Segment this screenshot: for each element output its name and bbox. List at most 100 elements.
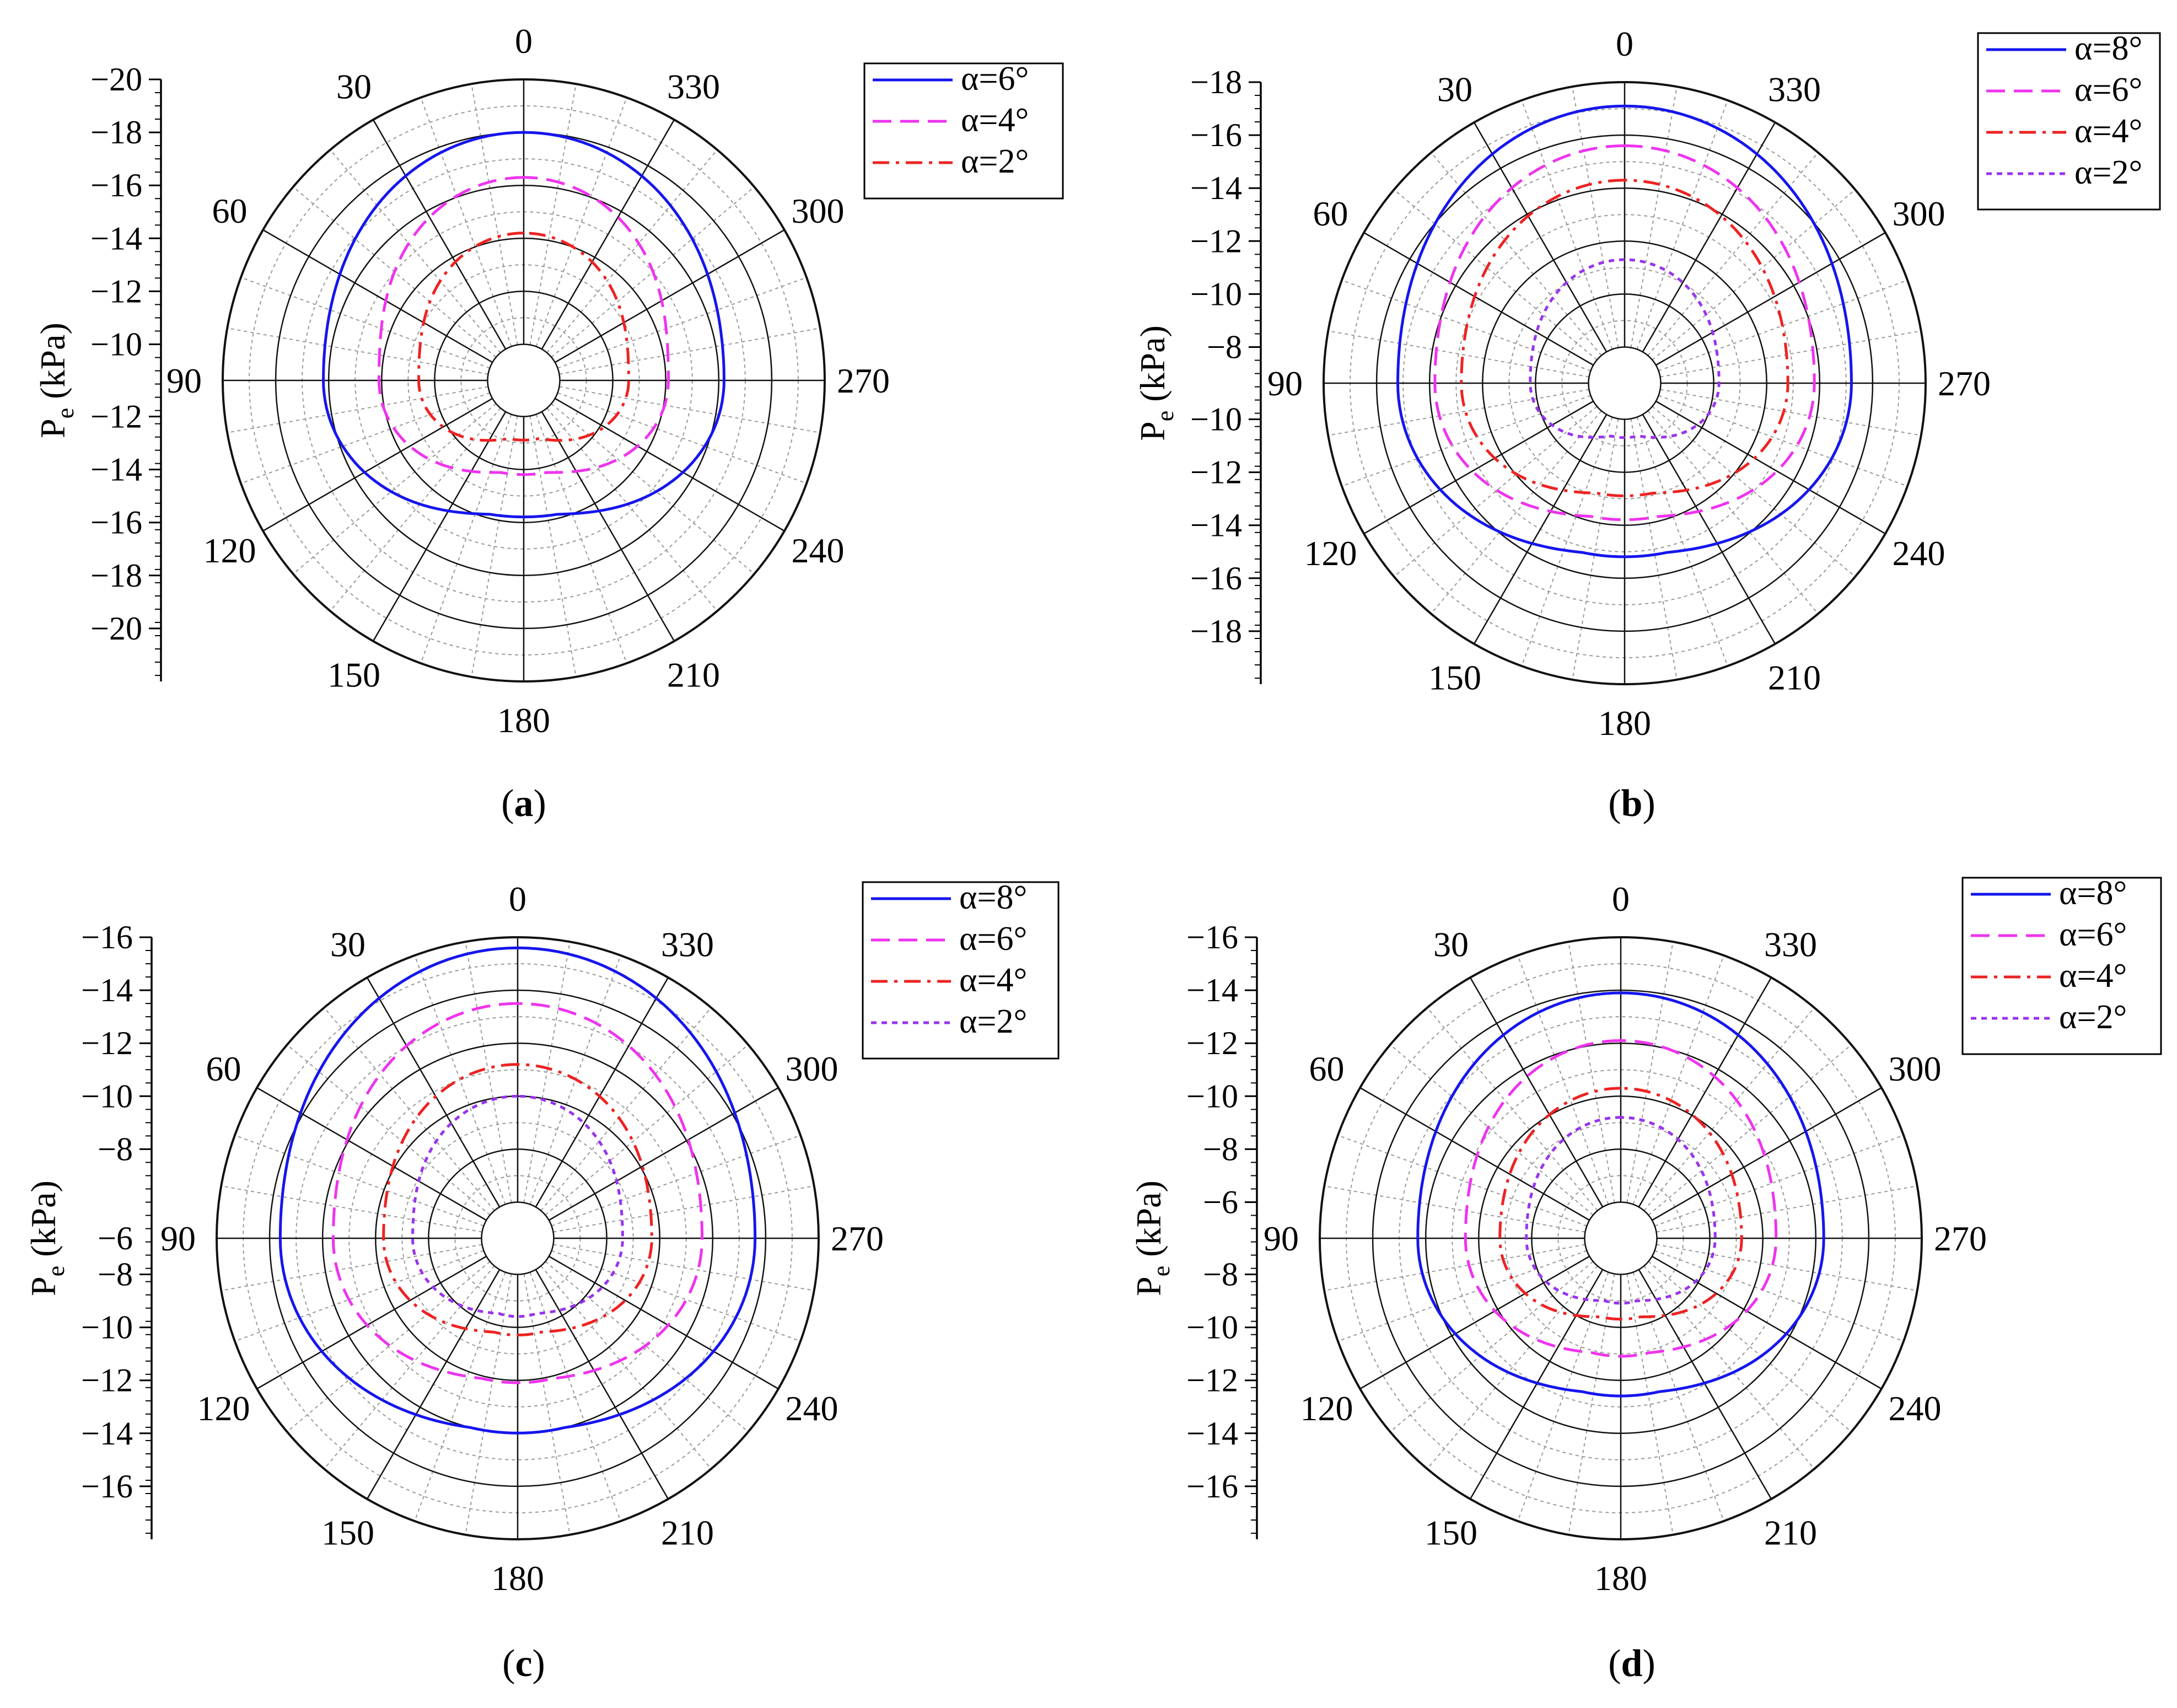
grid-spoke [541, 411, 675, 642]
radial-tick-label: −10 [1186, 1078, 1238, 1114]
y-axis-label: Pe (kPa) [1129, 1180, 1175, 1296]
y-axis-label-sub: e [1152, 411, 1179, 422]
grid-spoke-minor [324, 1265, 495, 1469]
angle-label: 120 [1300, 1389, 1353, 1428]
angle-label: 210 [667, 655, 720, 694]
radial-tick-label: −12 [90, 273, 142, 309]
angle-label: 150 [1428, 658, 1481, 697]
radial-tick-label: −10 [81, 1078, 133, 1114]
grid-spoke-minor [1394, 406, 1598, 577]
y-axis-label-main: P [1129, 1276, 1168, 1296]
grid-spoke-minor [1656, 1185, 1917, 1233]
angle-label: 60 [212, 191, 248, 230]
radial-tick-label: −16 [1186, 919, 1238, 955]
radial-tick-label: −8 [98, 1131, 133, 1167]
grid-spoke-minor [420, 414, 512, 664]
grid-spoke-minor [234, 1250, 484, 1342]
angle-label: 0 [1616, 24, 1633, 63]
grid-spoke-minor [535, 414, 627, 664]
radial-tick-label: −14 [90, 220, 142, 256]
grid-spoke-minor [1636, 100, 1728, 350]
grid-spoke-minor [1568, 1274, 1615, 1535]
grid-spoke-minor [1654, 1250, 1904, 1342]
grid-spoke-minor [1626, 1274, 1674, 1535]
grid-spoke-minor [1337, 1250, 1587, 1342]
angle-label: 240 [1888, 1389, 1941, 1428]
angle-label: 330 [667, 67, 720, 106]
y-axis-label-sub: e [52, 408, 79, 419]
grid-spoke-minor [1337, 1135, 1587, 1227]
angle-label: 60 [206, 1049, 241, 1088]
radial-tick-label: −12 [1190, 454, 1242, 491]
grid-spoke-minor [551, 403, 755, 574]
grid-spoke-minor [1652, 189, 1856, 361]
grid-spoke-minor [1626, 942, 1674, 1203]
panel-caption: (b) [1608, 782, 1655, 825]
grid-ring [481, 1201, 555, 1275]
grid-spoke-minor [293, 403, 497, 574]
angle-label: 180 [491, 1559, 544, 1598]
grid-spoke-minor [545, 1261, 749, 1432]
legend-label: α=4° [961, 101, 1029, 139]
grid-spoke-minor [221, 1244, 482, 1291]
radial-tick-label: −18 [90, 557, 142, 594]
caption-letter: c [515, 1642, 532, 1685]
grid-spoke-minor [553, 1185, 814, 1233]
outer-circle [1323, 81, 1927, 685]
angle-label: 300 [1888, 1049, 1941, 1088]
series-line-0 [322, 131, 725, 519]
angle-label: 90 [166, 361, 202, 400]
radial-tick-label: −14 [1186, 1415, 1238, 1452]
angle-label: 240 [785, 1389, 838, 1428]
grid-spoke-minor [1632, 955, 1724, 1205]
angle-label: 300 [785, 1049, 838, 1088]
grid-spoke-minor [330, 407, 501, 611]
grid-spoke-minor [221, 1185, 482, 1233]
legend-label: α=8° [2059, 874, 2127, 912]
radial-tick-label: −14 [1190, 170, 1242, 206]
grid-spoke [366, 977, 501, 1207]
caption-letter: a [514, 782, 534, 825]
grid-spoke [1642, 122, 1776, 352]
angle-label: 90 [160, 1219, 196, 1258]
angle-label: 330 [1764, 925, 1817, 964]
grid-spoke [555, 398, 785, 532]
grid-spoke [256, 1255, 487, 1390]
radial-tick-label: −8 [1203, 1131, 1238, 1167]
legend-label: α=4° [959, 962, 1027, 999]
series-line-2 [417, 232, 630, 442]
grid-spoke-minor [535, 97, 627, 347]
grid-spoke-minor [529, 1272, 621, 1522]
angle-label: 210 [1768, 658, 1821, 697]
radial-tick-label: −14 [1190, 507, 1242, 544]
series-line-2 [1498, 1087, 1743, 1321]
grid-spoke-minor [471, 416, 518, 677]
angle-label: 240 [1892, 534, 1945, 573]
grid-spoke [549, 1255, 779, 1390]
radial-tick-label: −10 [1190, 276, 1242, 312]
grid-ring [1584, 1201, 1658, 1275]
y-axis-label-main: P [24, 1276, 63, 1296]
grid-spoke-minor [559, 386, 820, 433]
grid-spoke-minor [1394, 189, 1598, 361]
grid-spoke-minor [557, 392, 807, 484]
angle-label: 90 [1267, 364, 1303, 403]
grid-spoke-minor [553, 1244, 814, 1291]
grid-spoke [1642, 414, 1776, 644]
caption-letter: b [1621, 782, 1643, 825]
grid-spoke-minor [1643, 1265, 1815, 1469]
radial-tick-label: −14 [1186, 972, 1238, 1008]
grid-spoke-minor [1658, 395, 1908, 487]
angle-label: 120 [1304, 534, 1357, 573]
angle-label: 270 [1934, 1219, 1987, 1258]
angle-label: 120 [197, 1389, 250, 1428]
grid-spoke-minor [1656, 1244, 1917, 1291]
legend-label: α=2° [2059, 998, 2127, 1036]
grid-spoke [1359, 1087, 1590, 1221]
caption-open: ( [501, 782, 514, 825]
grid-spoke [1469, 977, 1604, 1207]
radial-center-label: −6 [98, 1220, 133, 1256]
outer-circle [222, 78, 826, 683]
grid-spoke-minor [546, 149, 718, 353]
caption-letter: d [1621, 1642, 1643, 1685]
